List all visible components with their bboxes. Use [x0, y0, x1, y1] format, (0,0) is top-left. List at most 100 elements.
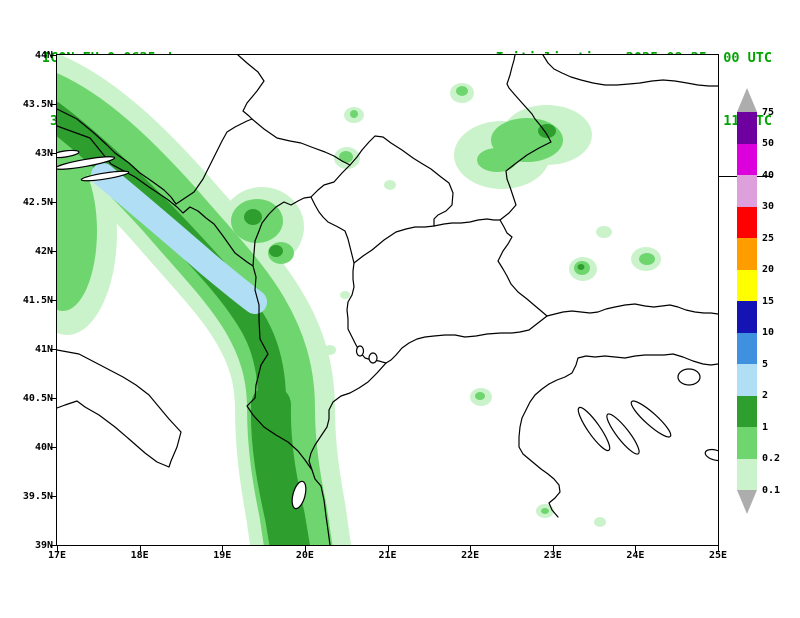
italy-coastline: [57, 349, 182, 468]
legend-threshold-label: 30: [762, 201, 775, 212]
peninsula-kassandra: [577, 406, 611, 452]
legend-threshold-label: 5: [762, 358, 769, 370]
lat-tick-mark: [50, 202, 57, 203]
border-rs-bg: [499, 55, 552, 221]
border-bg-mk: [497, 219, 548, 317]
lon-tick-label: 22E: [461, 550, 480, 561]
lat-tick-label: 40N: [34, 442, 53, 453]
lon-tick-label: 19E: [213, 550, 232, 561]
border-me-al: [252, 196, 312, 267]
border-bg-gr: [546, 303, 718, 317]
legend-threshold-label: 0.1: [762, 484, 781, 496]
legend-threshold-label: 10: [762, 327, 775, 338]
lat-tick-label: 42.5N: [22, 197, 53, 208]
legend-threshold-label: 50: [762, 138, 775, 149]
lon-tick-label: 18E: [130, 550, 149, 561]
greece-coast-west: [518, 383, 561, 518]
lat-tick-mark: [50, 447, 57, 448]
lat-tick-label: 40.5N: [22, 393, 53, 404]
island-limnos: [704, 448, 718, 462]
greece-coast-north: [548, 353, 718, 385]
lake-ohrid: [355, 345, 365, 357]
lon-tick-label: 23E: [543, 550, 562, 561]
border-rs-ba: [237, 55, 265, 120]
lat-tick-label: 44N: [34, 50, 53, 61]
lon-tick-mark: [304, 546, 306, 552]
lat-tick-mark: [50, 153, 57, 154]
lat-tick-mark: [50, 251, 57, 252]
lat-tick-label: 43.5N: [22, 99, 53, 110]
lon-tick-mark: [387, 546, 389, 552]
lat-tick-mark: [50, 300, 57, 301]
lat-tick-label: 39N: [34, 540, 53, 551]
legend-color-box: [737, 395, 757, 427]
lat-tick-mark: [50, 545, 57, 546]
adriatic-coastline: [57, 125, 331, 545]
island-thasos: [677, 368, 701, 386]
island: [57, 156, 116, 170]
lat-tick-mark: [50, 349, 57, 350]
legend-color-box: [737, 269, 757, 301]
lon-tick-mark: [470, 546, 472, 552]
legend-color-box: [737, 175, 757, 207]
border-xk-al: [310, 196, 355, 264]
lat-tick-mark: [50, 496, 57, 497]
lat-tick-label: 41N: [34, 344, 53, 355]
island: [57, 149, 80, 159]
map-plot: [56, 54, 719, 546]
lon-tick-mark: [57, 546, 58, 552]
border-hr-ba: [57, 108, 177, 205]
border-rs-mk: [433, 218, 501, 227]
legend-threshold-label: 2: [762, 390, 769, 401]
lake-prespa: [368, 352, 378, 364]
legend-color-box: [737, 301, 757, 333]
border-me-xk: [310, 164, 351, 198]
legend-color-box: [737, 143, 757, 175]
legend-color-box: [737, 427, 757, 459]
legend-threshold-label: 1: [762, 421, 769, 433]
island-corfu: [291, 480, 307, 510]
lon-tick-mark: [139, 546, 141, 552]
lon-tick-label: 21E: [378, 550, 397, 561]
legend-threshold-label: 25: [762, 232, 775, 244]
border-al-gr: [308, 362, 387, 471]
legend-overflow-down-arrow: [737, 490, 757, 514]
legend-color-box: [737, 112, 757, 144]
lon-tick-label: 20E: [295, 550, 314, 561]
border-rs-me: [251, 118, 351, 166]
lon-tick-mark: [222, 546, 224, 552]
map-canvas: [57, 55, 718, 545]
lat-tick-label: 42N: [34, 246, 53, 257]
legend-color-box: [737, 458, 757, 490]
lat-tick-label: 39.5N: [22, 491, 53, 502]
country-borders: [57, 55, 718, 545]
peninsula-sithonia: [606, 413, 640, 455]
border-mk-gr: [385, 315, 548, 364]
lon-tick-label: 17E: [47, 550, 67, 561]
lat-tick-label: 43N: [34, 148, 53, 159]
lon-tick-label: 24E: [626, 550, 645, 561]
legend-threshold-label: 75: [762, 106, 775, 118]
legend-color-box: [737, 206, 757, 238]
peninsula-athos: [630, 400, 672, 438]
legend-overflow-up-arrow: [737, 88, 757, 112]
lon-tick-mark: [718, 546, 719, 552]
lat-tick-mark: [50, 398, 57, 399]
border-xk-mk: [353, 225, 435, 264]
lon-tick-label: 25E: [708, 550, 728, 561]
lon-tick-mark: [635, 546, 637, 552]
legend-color-box: [737, 332, 757, 364]
legend-threshold-label: 40: [762, 169, 775, 181]
island: [80, 170, 130, 182]
legend-threshold-label: 20: [762, 264, 775, 275]
border-xk-rs: [349, 135, 454, 227]
legend-threshold-label: 0.2: [762, 453, 781, 464]
precip-layer-blue: [91, 163, 267, 314]
legend-color-box: [737, 364, 757, 396]
border-ba-me: [175, 118, 253, 205]
lat-tick-label: 41.5N: [22, 295, 53, 306]
legend-color-box: [737, 238, 757, 270]
legend-threshold-label: 15: [762, 295, 775, 307]
lat-tick-mark: [50, 55, 57, 56]
